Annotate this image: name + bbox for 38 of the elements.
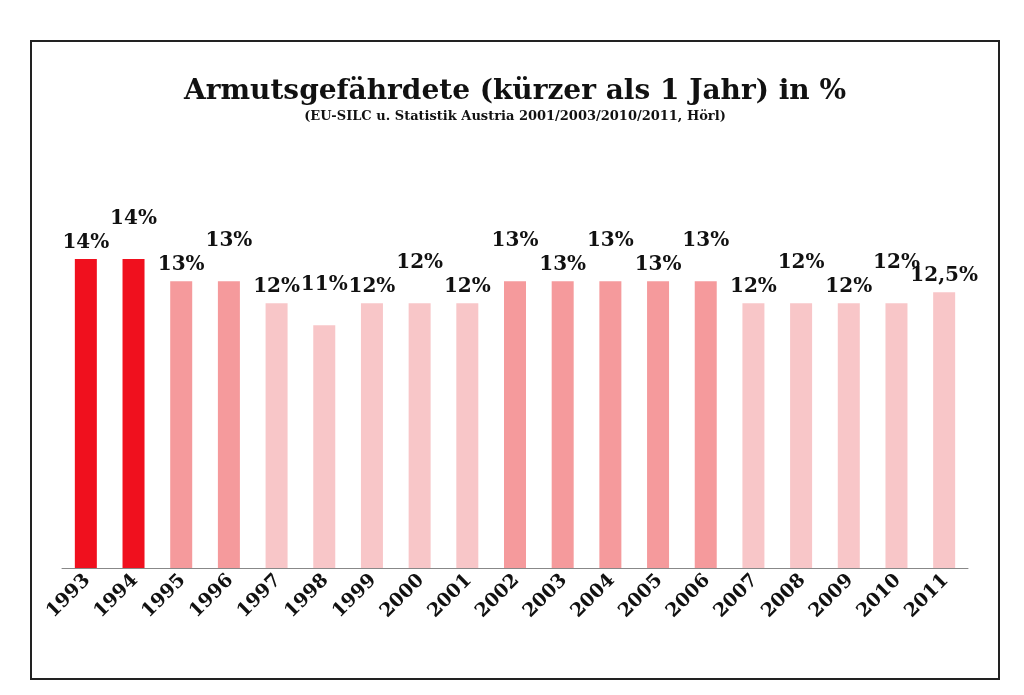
data-label: 14%	[62, 229, 110, 254]
bar	[885, 303, 908, 568]
data-label: 12%	[443, 273, 491, 298]
chart-subtitle: (EU-SILC u. Statistik Austria 2001/2003/2010/2011, Hörl)	[304, 108, 726, 123]
bar	[551, 281, 574, 568]
bar	[504, 281, 526, 568]
bar	[217, 281, 240, 568]
bar	[122, 259, 145, 568]
bar	[456, 303, 479, 568]
bar	[313, 325, 336, 568]
data-label: 12%	[777, 249, 825, 274]
data-label: 11%	[300, 271, 348, 296]
bar	[837, 303, 860, 568]
bar	[599, 281, 622, 568]
data-label: 12%	[825, 273, 873, 298]
bar	[360, 303, 383, 568]
bar	[408, 303, 431, 568]
bar	[694, 281, 717, 568]
bar	[647, 281, 670, 568]
data-label: 12%	[348, 273, 396, 298]
data-label: 13%	[539, 251, 587, 276]
bar	[74, 259, 97, 568]
bar	[933, 292, 956, 568]
data-label: 14%	[110, 205, 157, 230]
data-label: 12%	[396, 249, 444, 274]
data-label: 12%	[253, 273, 300, 298]
bar	[790, 303, 813, 568]
bar	[742, 303, 765, 568]
data-label: 13%	[634, 251, 682, 276]
data-label: 13%	[491, 227, 539, 252]
data-label: 13%	[205, 227, 253, 252]
data-label: 12%	[730, 273, 777, 298]
chart-title: Armutsgefährdete (kürzer als 1 Jahr) in %	[182, 72, 847, 106]
data-label: 13%	[586, 227, 634, 252]
bar	[170, 281, 193, 568]
data-label: 13%	[682, 227, 730, 252]
data-label: 13%	[157, 251, 205, 276]
bar	[265, 303, 288, 568]
